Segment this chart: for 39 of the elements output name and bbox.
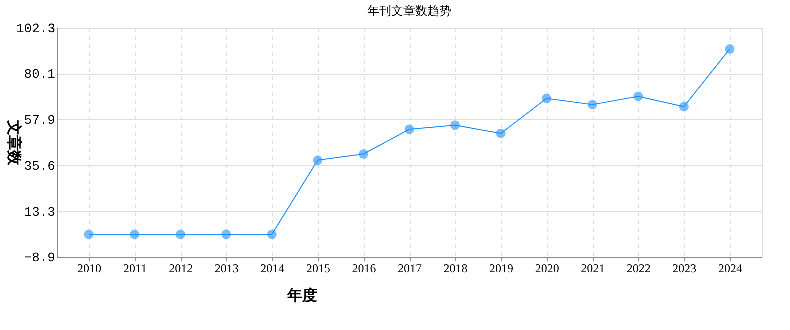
- x-tick-label: 2024: [718, 262, 742, 276]
- x-tick-label: 2017: [398, 262, 422, 276]
- x-tick-label: 2016: [352, 262, 376, 276]
- point: [358, 150, 368, 159]
- chart-title: 年刊文章数趋势: [368, 4, 452, 18]
- x-tick-label: 2013: [214, 262, 239, 276]
- x-tick-label: 2010: [78, 262, 102, 276]
- point: [450, 120, 460, 130]
- x-tick-label: 2021: [581, 262, 606, 276]
- x-tick-label: 2023: [672, 262, 697, 276]
- y-tick-label: −8.9: [24, 250, 56, 266]
- y-tick-label: 57.9: [24, 112, 56, 128]
- y-tick-label: 80.1: [24, 67, 56, 82]
- y-tick-label: 13.3: [24, 204, 56, 220]
- x-tick-label: 2012: [169, 262, 194, 276]
- point: [404, 124, 414, 134]
- point: [313, 156, 323, 166]
- point: [679, 102, 689, 112]
- x-tick-label: 2014: [260, 262, 285, 276]
- point: [725, 44, 735, 54]
- point: [634, 92, 644, 102]
- x-tick-label: 2022: [626, 262, 651, 276]
- point: [130, 230, 140, 240]
- point: [176, 230, 186, 240]
- point: [267, 230, 277, 240]
- point: [222, 230, 232, 240]
- point: [84, 230, 94, 240]
- x-tick-label: 2019: [490, 262, 514, 276]
- x-tick-label: 2020: [535, 262, 560, 276]
- y-tick-label: 35.6: [24, 158, 56, 174]
- x-axis-title: 年度: [286, 286, 318, 304]
- y-axis-title: 文章数: [5, 120, 24, 166]
- point: [588, 100, 598, 110]
- point: [542, 94, 552, 104]
- y-tick-label: 102.3: [16, 22, 56, 36]
- point: [496, 128, 506, 138]
- x-tick-label: 2018: [444, 262, 468, 276]
- x-tick-label: 2011: [124, 262, 148, 276]
- x-tick-label: 2015: [306, 262, 330, 276]
